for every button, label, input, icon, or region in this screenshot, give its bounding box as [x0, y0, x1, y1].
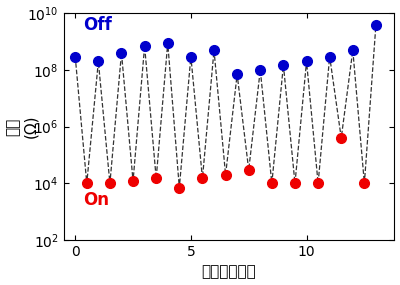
X-axis label: 繰り返し回数: 繰り返し回数 — [202, 264, 256, 280]
Y-axis label: 抵抗
(Ω): 抵抗 (Ω) — [6, 115, 38, 139]
Text: On: On — [83, 192, 109, 209]
Text: Off: Off — [83, 16, 112, 34]
